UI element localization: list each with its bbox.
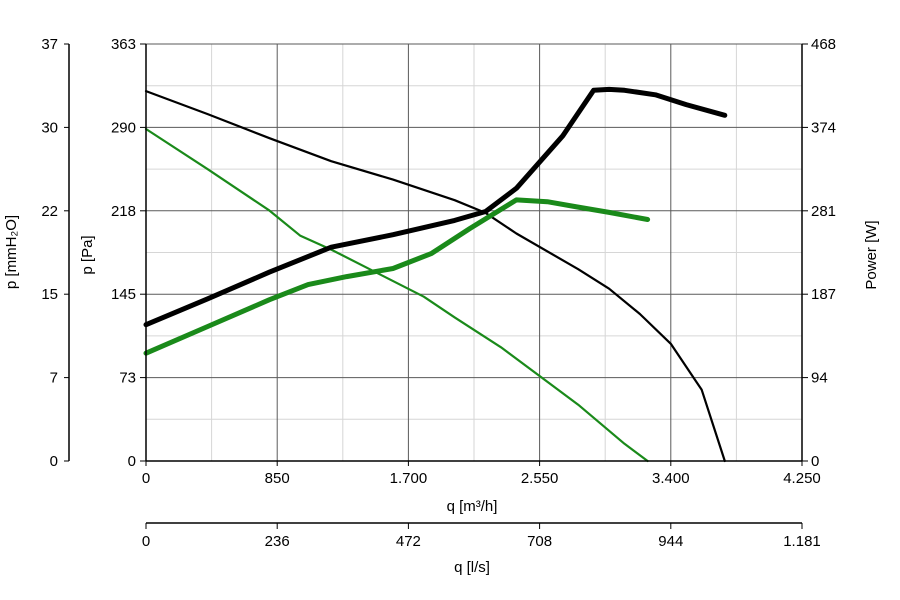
y-right-tick-label: 0 <box>811 453 819 470</box>
x-tick-label: 0 <box>142 470 150 487</box>
y-left-outer-tick-label: 0 <box>50 453 58 470</box>
x-secondary-tick-label: 472 <box>396 533 421 550</box>
x-secondary-tick-label: 236 <box>265 533 290 550</box>
y-left-outer-tick-label: 37 <box>41 36 58 53</box>
power-curve-green <box>143 197 651 356</box>
x-tick-label: 4.250 <box>783 470 821 487</box>
y-left-tick-label: 290 <box>111 119 136 136</box>
x-secondary-axis-title: q [l/s] <box>454 559 490 576</box>
y-right-tick-label: 281 <box>811 203 836 220</box>
y-left-tick-label: 145 <box>111 286 136 303</box>
y-left-axis-title: p [Pa] <box>79 235 96 274</box>
y-left-outer-tick-label: 22 <box>41 203 58 220</box>
pressure-curve-green <box>144 127 649 463</box>
pressure-curve-black <box>144 89 726 463</box>
y-right-tick-label: 374 <box>811 119 836 136</box>
y-right-tick-label: 94 <box>811 370 828 387</box>
x-secondary-tick-label: 0 <box>142 533 150 550</box>
y-right-tick-label: 187 <box>811 286 836 303</box>
y-left-tick-label: 218 <box>111 203 136 220</box>
y-left-tick-label: 0 <box>128 453 136 470</box>
y-left-tick-label: 73 <box>119 370 136 387</box>
y-right-axis-title: Power [W] <box>863 220 880 289</box>
x-secondary-tick-label: 708 <box>527 533 552 550</box>
y-left-tick-label: 363 <box>111 36 136 53</box>
x-secondary-tick-label: 1.181 <box>783 533 821 550</box>
y-left-outer-tick-label: 30 <box>41 119 58 136</box>
y-left-outer-tick-label: 15 <box>41 286 58 303</box>
x-secondary-tick-label: 944 <box>658 533 683 550</box>
x-tick-label: 3.400 <box>652 470 690 487</box>
x-tick-label: 850 <box>265 470 290 487</box>
y-right-tick-label: 468 <box>811 36 836 53</box>
x-axis-title: q [m³/h] <box>447 498 498 515</box>
power-curve-black <box>143 86 728 328</box>
x-tick-label: 1.700 <box>390 470 428 487</box>
x-tick-label: 2.550 <box>521 470 559 487</box>
y-left-outer-tick-label: 7 <box>50 370 58 387</box>
y-left-outer-axis-title: p [mmH₂O] <box>3 215 20 289</box>
series-group <box>143 86 728 463</box>
